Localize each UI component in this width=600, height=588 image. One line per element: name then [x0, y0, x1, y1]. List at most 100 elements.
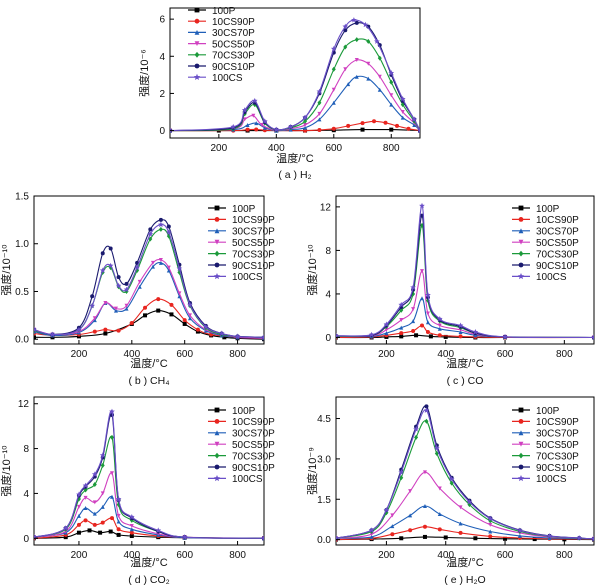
- data-point-30CS70P: [354, 74, 359, 79]
- data-point-100CS: [517, 527, 523, 533]
- data-point-100P: [532, 537, 537, 542]
- data-point-30CS70P: [158, 260, 163, 265]
- y-tick-label: 2: [159, 89, 165, 100]
- data-point-50CS50P: [411, 307, 416, 312]
- data-point-100P: [443, 535, 448, 540]
- series-line-100CS: [170, 19, 420, 132]
- data-point-90CS10P: [108, 246, 113, 251]
- data-point-100CS: [261, 334, 264, 340]
- legend-entry-30CS70P: 30CS70P: [536, 429, 579, 440]
- data-point-10CS90P: [195, 327, 200, 332]
- series-line-10CS90P: [170, 120, 420, 132]
- data-point-50CS50P: [158, 257, 163, 262]
- x-tick-label: 800: [229, 550, 246, 561]
- legend-marker-50CS50P: [518, 239, 524, 245]
- legend-entry-90CS10P: 90CS10P: [232, 463, 275, 474]
- data-point-100CS: [165, 229, 172, 235]
- plot-frame: [33, 396, 265, 546]
- legend-entry-90CS10P: 90CS10P: [536, 261, 579, 272]
- data-point-10CS90P: [83, 518, 88, 523]
- legend-marker-100CS: [517, 475, 525, 482]
- legend-entry-30CS70P: 30CS70P: [232, 227, 275, 238]
- data-point-90CS10P: [148, 227, 153, 232]
- data-point-100CS: [134, 264, 140, 271]
- data-point-30CS70P: [76, 513, 81, 518]
- data-point-90CS10P: [366, 24, 371, 29]
- data-point-90CS10P: [124, 281, 129, 286]
- data-point-10CS90P: [399, 331, 404, 336]
- data-point-100P: [422, 534, 427, 539]
- data-point-50CS50P: [124, 303, 129, 308]
- data-point-50CS50P: [317, 111, 322, 116]
- data-point-10CS90P: [92, 522, 97, 527]
- data-point-50CS50P: [259, 123, 264, 127]
- data-point-100CS: [251, 97, 258, 104]
- legend-marker-70CS30P: [194, 51, 200, 58]
- data-point-100P: [76, 530, 81, 535]
- data-point-50CS50P: [366, 61, 371, 66]
- legend-entry-70CS30P: 70CS30P: [536, 249, 579, 260]
- data-point-100CS: [330, 45, 337, 52]
- data-point-100CS: [383, 321, 390, 327]
- data-point-70CS30P: [331, 66, 336, 72]
- legend-marker-70CS30P: [214, 250, 220, 257]
- series-line-100CS: [34, 410, 264, 539]
- series-line-100CS: [336, 409, 594, 540]
- data-point-100CS: [576, 535, 583, 541]
- data-point-50CS50P: [408, 489, 413, 494]
- data-point-10CS90P: [103, 327, 108, 332]
- data-point-100P: [129, 534, 134, 539]
- y-tick-label: 0: [23, 534, 29, 545]
- data-point-100CS: [287, 123, 294, 130]
- data-point-50CS50P: [109, 471, 114, 476]
- x-tick-label: 600: [325, 143, 342, 154]
- legend-entry-30CS70P: 30CS70P: [232, 429, 275, 440]
- data-point-10CS90P: [422, 524, 427, 529]
- data-point-100CS: [487, 515, 494, 522]
- data-point-100CS: [546, 533, 553, 539]
- y-tick-label: 1.5: [15, 192, 29, 203]
- legend-entry-10CS90P: 10CS90P: [536, 215, 579, 226]
- data-point-100CS: [368, 527, 375, 533]
- data-point-50CS50P: [389, 93, 394, 98]
- data-point-100P: [222, 335, 227, 340]
- data-point-100CS: [398, 301, 405, 308]
- y-tick-label: 4: [159, 52, 165, 63]
- y-tick-label: 6: [159, 15, 165, 26]
- data-point-90CS10P: [116, 275, 121, 280]
- data-point-70CS30P: [366, 38, 371, 44]
- data-point-30CS70P: [83, 506, 88, 510]
- data-point-30CS70P: [437, 512, 442, 517]
- data-point-50CS50P: [369, 532, 374, 537]
- data-point-10CS90P: [76, 522, 81, 527]
- data-point-70CS30P: [389, 79, 394, 85]
- legend-entry-90CS10P: 90CS10P: [232, 261, 275, 272]
- series-line-70CS30P: [34, 228, 264, 338]
- data-point-50CS50P: [137, 279, 142, 284]
- data-point-10CS90P: [406, 126, 411, 131]
- data-point-30CS70P: [150, 264, 155, 269]
- y-tick-label: 8: [325, 246, 331, 257]
- data-point-30CS70P: [425, 320, 430, 325]
- data-point-100CS: [202, 323, 209, 330]
- data-point-30CS70P: [517, 533, 522, 538]
- legend-entry-50CS50P: 50CS50P: [536, 238, 579, 249]
- legend-marker-50CS50P: [518, 441, 524, 447]
- data-point-100CS: [423, 407, 430, 413]
- plot-frame: [335, 195, 595, 345]
- data-point-30CS70P: [100, 504, 105, 509]
- legend-marker-100CS: [193, 73, 201, 80]
- data-point-70CS30P: [317, 100, 322, 106]
- data-point-90CS10P: [424, 404, 429, 409]
- data-point-50CS50P: [377, 74, 382, 79]
- y-tick-label: 8: [23, 444, 29, 455]
- legend-entry-100P: 100P: [536, 406, 560, 417]
- legend-entry-100CS: 100CS: [232, 474, 263, 485]
- legend-entry-100P: 100P: [536, 204, 560, 215]
- data-point-30CS70P: [303, 125, 308, 130]
- data-point-70CS30P: [354, 37, 359, 43]
- data-point-100CS: [591, 535, 594, 542]
- data-point-30CS70P: [317, 117, 322, 122]
- data-point-70CS30P: [92, 481, 97, 487]
- plot-frame: [169, 7, 421, 139]
